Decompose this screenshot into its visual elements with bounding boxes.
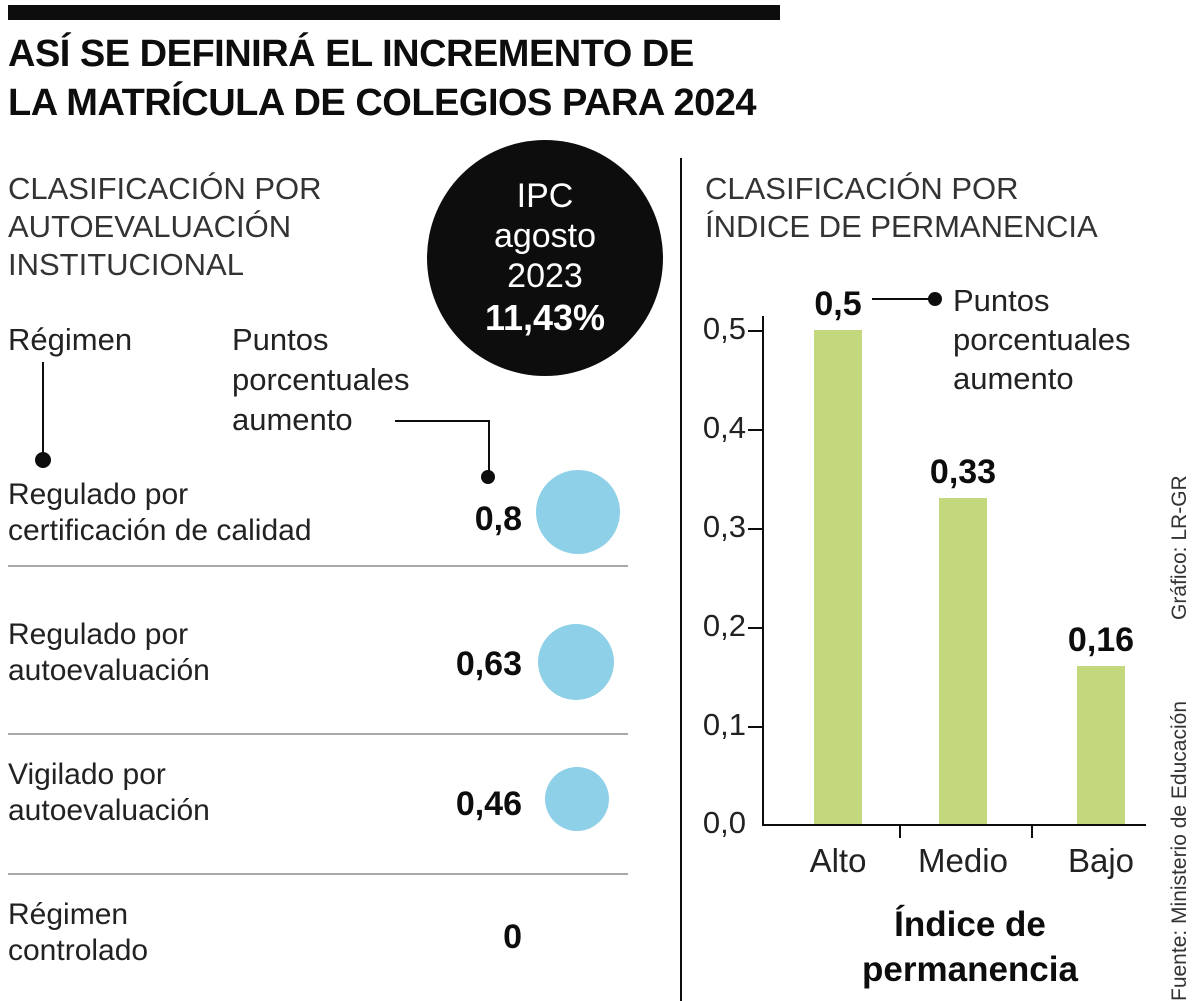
regimen-row-value: 0	[503, 918, 522, 956]
value-bubble	[536, 470, 620, 554]
x-category-label: Medio	[918, 842, 1008, 879]
credit-grafico: Gráfico: LR-GR	[1168, 475, 1191, 620]
annotation-line	[872, 298, 930, 300]
x-category-label: Bajo	[1067, 842, 1135, 879]
y-tick-mark	[748, 429, 762, 431]
credit-fuente: Fuente: Ministerio de Educación	[1168, 701, 1191, 1001]
right-section-title: CLASIFICACIÓN POR ÍNDICE DE PERMANENCIA	[705, 171, 1098, 244]
y-tick-label: 0,3	[702, 509, 746, 544]
y-tick-mark	[748, 726, 762, 728]
regimen-row-value: 0,8	[474, 500, 522, 538]
bar-value-label: 0,5	[814, 285, 862, 323]
x-tick-mark	[1031, 826, 1033, 838]
bar-value-label: 0,16	[1067, 621, 1135, 659]
top-accent-bar	[8, 5, 780, 20]
y-tick-label: 0,4	[702, 410, 746, 445]
row-divider	[8, 565, 628, 567]
row-divider	[8, 873, 628, 875]
bar-medio	[939, 498, 987, 824]
ipc-badge-value: 11,43%	[484, 297, 606, 338]
y-tick-label: 0,0	[702, 805, 746, 840]
bar-bajo	[1077, 666, 1125, 824]
bar-alto	[814, 330, 862, 824]
left-section-title: CLASIFICACIÓN POR AUTOEVALUACIÓN INSTITU…	[8, 171, 322, 282]
y-tick-label: 0,2	[702, 608, 746, 643]
regimen-row-value: 0,63	[455, 645, 522, 683]
ipc-badge: IPC agosto 2023 11,43%	[427, 140, 663, 376]
y-tick-label: 0,5	[702, 311, 746, 346]
bar-value-label: 0,33	[929, 453, 997, 491]
regimen-connector-dot	[35, 452, 51, 468]
regimen-connector-line	[42, 362, 44, 456]
x-category-label: Alto	[809, 842, 867, 879]
regimen-row-label: Regulado por autoevaluación	[8, 618, 210, 687]
bar-group-medio: 0,33	[893, 453, 1033, 824]
column-header-puntos: Puntos porcentuales aumento	[232, 322, 410, 437]
regimen-row-label: Régimen controlado	[8, 898, 149, 967]
annotation-dot	[928, 292, 942, 306]
x-tick-mark	[899, 826, 901, 838]
puntos-connector-hline	[395, 420, 490, 422]
regimen-row-label: Vigilado por autoevaluación	[8, 758, 210, 827]
bar-group-alto: 0,5	[768, 285, 908, 824]
y-tick-mark	[748, 528, 762, 530]
row-divider	[8, 733, 628, 735]
value-bubble	[545, 767, 609, 831]
regimen-row-value: 0,46	[455, 785, 522, 823]
page-title: ASÍ SE DEFINIRÁ EL INCREMENTO DE LA MATR…	[8, 33, 757, 124]
puntos-connector-vline	[488, 420, 490, 476]
annotation-text: Puntos porcentuales aumento	[953, 283, 1131, 396]
y-tick-mark	[748, 627, 762, 629]
y-tick-mark	[748, 330, 762, 332]
y-axis-line	[762, 316, 764, 826]
panel-divider	[680, 158, 682, 1001]
bar-group-bajo: 0,16	[1031, 621, 1171, 824]
x-axis-line	[762, 824, 1146, 826]
regimen-row-label: Regulado por certificación de calidad	[8, 478, 312, 547]
ipc-badge-lines: IPC agosto 2023	[493, 177, 597, 295]
column-header-regimen: Régimen	[8, 322, 133, 357]
value-bubble	[538, 624, 614, 700]
puntos-connector-dot	[481, 470, 495, 484]
y-tick-label: 0,1	[702, 707, 746, 742]
x-axis-title: Índice de permanencia	[862, 905, 1078, 989]
